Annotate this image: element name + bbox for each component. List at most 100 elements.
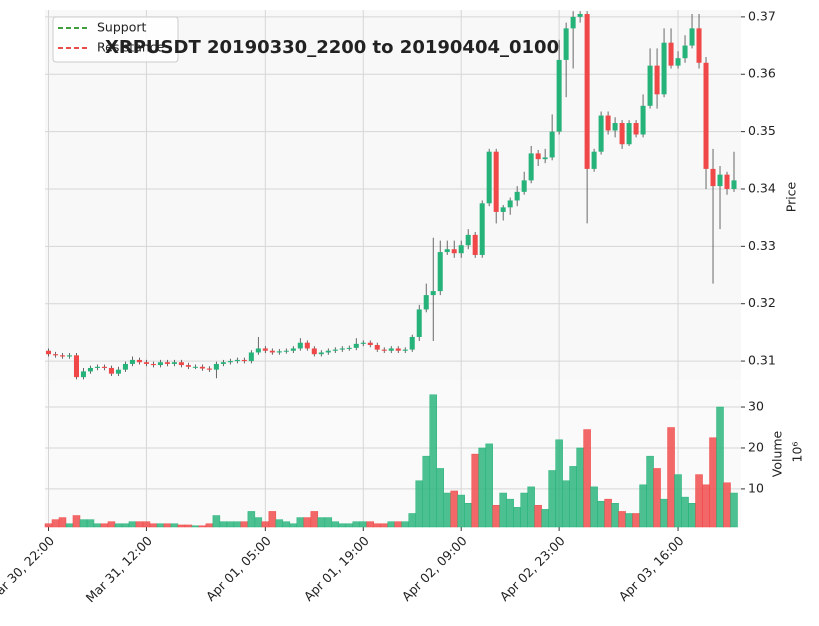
candle-body <box>143 362 149 364</box>
y-tick-label: 0.31 <box>748 353 776 368</box>
volume-axis-label: Volume <box>770 430 785 477</box>
volume-bar <box>296 517 305 528</box>
candle-body <box>304 342 310 349</box>
volume-bar <box>163 523 172 528</box>
volume-bar <box>597 500 605 528</box>
candle-body <box>479 203 485 255</box>
volume-bar <box>100 523 109 528</box>
volume-bar <box>716 406 724 528</box>
volume-bar <box>261 521 270 528</box>
volume-bar <box>352 521 361 528</box>
candle-body <box>731 180 737 189</box>
volume-bar <box>485 443 493 528</box>
candle-body <box>542 157 548 160</box>
legend-items: Support Resistance <box>58 20 165 55</box>
volume-bar <box>289 523 298 528</box>
volume-bar <box>492 505 500 528</box>
candle-body <box>283 350 289 352</box>
candle-body <box>332 349 338 351</box>
candle-body <box>724 174 730 189</box>
volume-bar <box>282 521 291 528</box>
candle-body <box>535 153 541 160</box>
volume-bar <box>380 523 389 528</box>
volume-bar <box>331 521 340 528</box>
volume-bar <box>114 523 123 528</box>
volume-bar <box>639 484 647 528</box>
candle-body <box>703 62 709 169</box>
volume-bar <box>618 511 626 528</box>
candle-body <box>353 343 359 348</box>
candle-body <box>255 348 261 353</box>
volume-bar <box>576 447 584 528</box>
volume-bar <box>79 519 88 528</box>
volume-bar <box>702 484 710 528</box>
volume-bar <box>387 521 395 528</box>
volume-bar <box>695 474 703 528</box>
candle-body <box>675 58 681 66</box>
candle-body <box>360 342 366 344</box>
candle-body <box>318 352 324 355</box>
volume-bar <box>660 498 668 528</box>
volume-bar <box>408 513 416 528</box>
candle-body <box>241 359 247 362</box>
volume-bar <box>233 521 242 528</box>
candle-body <box>486 151 492 204</box>
volume-bar <box>366 521 375 528</box>
candle-body <box>451 249 457 254</box>
candle-body <box>619 123 625 145</box>
y-tick-label: 0.37 <box>748 8 776 23</box>
candle-body <box>374 345 380 350</box>
volume-bar <box>436 468 444 528</box>
candle-body <box>605 115 611 131</box>
volume-bar <box>51 519 60 528</box>
volume-bar <box>471 453 479 528</box>
volume-bar <box>499 492 507 528</box>
x-tick-label: Mar 30, 22:00 <box>0 533 57 605</box>
candle-body <box>500 207 506 212</box>
candle-body <box>598 115 604 152</box>
candle-body <box>339 348 345 350</box>
x-tick-label: Apr 03, 16:00 <box>616 533 687 604</box>
candle-body <box>437 252 443 292</box>
candle-body <box>129 359 135 364</box>
volume-bar <box>401 521 409 528</box>
candle-body <box>66 355 73 357</box>
volume-bar <box>520 492 528 528</box>
candle-body <box>661 42 667 95</box>
volume-bar <box>443 492 451 528</box>
volume-bar <box>142 521 151 528</box>
candle-body <box>626 123 632 145</box>
volume-bar <box>338 523 347 528</box>
volume-bar <box>128 521 137 528</box>
candle-body <box>115 369 121 374</box>
x-tick-label: Mar 31, 12:00 <box>83 533 155 605</box>
candle-body <box>612 123 618 131</box>
volume-bar <box>72 515 81 528</box>
candle-body <box>213 363 219 370</box>
volume-bar <box>149 523 158 528</box>
volume-bar <box>212 515 221 528</box>
volume-bar <box>625 513 633 528</box>
volume-bar <box>569 466 577 528</box>
volume-bar <box>170 523 179 528</box>
volume-bar <box>723 482 731 528</box>
volume-bar <box>534 505 542 528</box>
candle-body <box>87 367 93 372</box>
y-tick-label: 0.35 <box>748 123 776 138</box>
candle-body <box>416 309 422 337</box>
legend-label: Support <box>97 20 147 35</box>
candle-body <box>73 355 79 378</box>
y-tick-label: 0.36 <box>748 66 776 81</box>
volume-bar <box>345 523 354 528</box>
volume-bar <box>506 498 514 528</box>
candle-body <box>633 123 639 135</box>
candle-body <box>647 65 653 106</box>
volume-bar <box>632 513 640 528</box>
candle-body <box>472 234 478 255</box>
y-tick-label: 0.33 <box>748 238 776 253</box>
volume-bar <box>177 524 186 528</box>
volume-bar <box>65 523 74 528</box>
candle-body <box>346 347 352 349</box>
candle-body <box>248 352 254 362</box>
